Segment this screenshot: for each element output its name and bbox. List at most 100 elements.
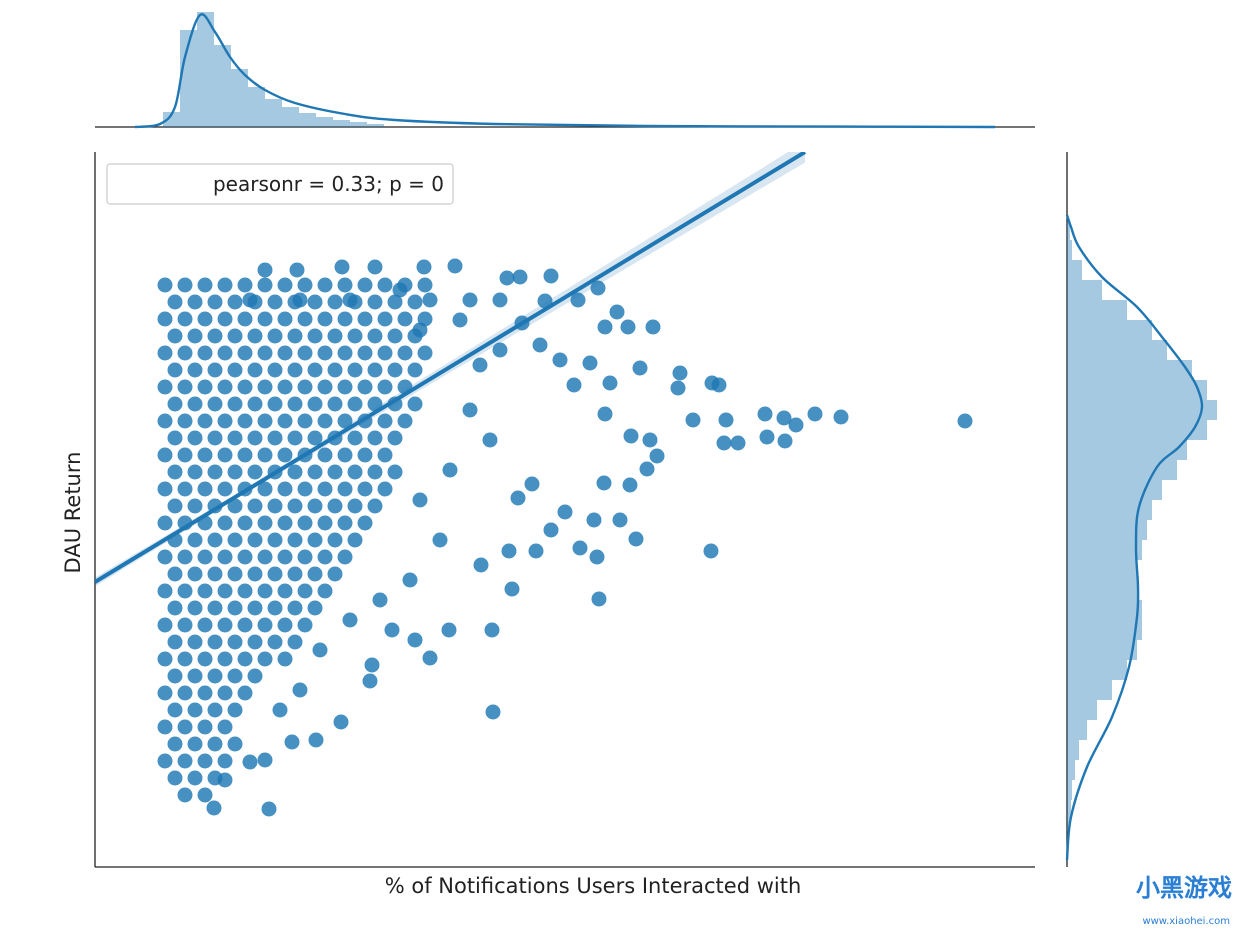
scatter-point: [297, 583, 313, 599]
scatter-point: [307, 328, 323, 344]
scatter-point: [267, 396, 283, 412]
scatter-point: [670, 380, 686, 396]
scatter-point: [167, 668, 183, 684]
histogram-bar: [248, 87, 265, 127]
scatter-point: [237, 345, 253, 361]
histogram-bar: [1067, 760, 1075, 780]
scatter-point: [570, 292, 586, 308]
scatter-point: [317, 481, 333, 497]
scatter-point: [473, 557, 489, 573]
scatter-point: [247, 668, 263, 684]
histogram-bar: [265, 99, 282, 127]
scatter-point: [327, 294, 343, 310]
scatter-point: [207, 362, 223, 378]
histogram-bar: [163, 112, 180, 127]
scatter-point: [387, 362, 403, 378]
scatter-point: [462, 292, 478, 308]
scatter-point: [247, 430, 263, 446]
scatter-point: [287, 464, 303, 480]
scatter-point: [237, 549, 253, 565]
scatter-point: [227, 600, 243, 616]
scatter-point: [833, 409, 849, 425]
histogram-bar: [1067, 720, 1087, 740]
scatter-point: [207, 396, 223, 412]
scatter-point: [372, 592, 388, 608]
scatter-point: [317, 277, 333, 293]
scatter-point: [157, 311, 173, 327]
scatter-point: [317, 345, 333, 361]
scatter-point: [407, 632, 423, 648]
scatter-point: [207, 600, 223, 616]
scatter-point: [227, 702, 243, 718]
scatter-point: [247, 498, 263, 514]
histogram-bar: [350, 122, 367, 127]
scatter-point: [167, 736, 183, 752]
scatter-point: [227, 294, 243, 310]
scatter-point: [342, 292, 358, 308]
scatter-point: [207, 566, 223, 582]
scatter-point: [397, 345, 413, 361]
scatter-point: [277, 447, 293, 463]
scatter-point: [167, 328, 183, 344]
scatter-point: [501, 543, 517, 559]
scatter-point: [157, 277, 173, 293]
scatter-point: [287, 430, 303, 446]
scatter-point: [337, 481, 353, 497]
scatter-point: [432, 532, 448, 548]
scatter-point: [397, 311, 413, 327]
scatter-point: [347, 328, 363, 344]
scatter-point: [227, 566, 243, 582]
scatter-point: [377, 277, 393, 293]
scatter-point: [537, 293, 553, 309]
histogram-bar: [1067, 400, 1217, 420]
scatter-point: [377, 481, 393, 497]
scatter-point: [277, 617, 293, 633]
scatter-point: [472, 357, 488, 373]
histogram-bar: [1067, 540, 1142, 560]
scatter-point: [377, 413, 393, 429]
scatter-point: [187, 362, 203, 378]
scatter-point: [237, 379, 253, 395]
scatter-point: [387, 328, 403, 344]
scatter-point: [492, 292, 508, 308]
scatter-point: [528, 543, 544, 559]
scatter-point: [407, 294, 423, 310]
histogram-bar: [1067, 320, 1152, 340]
scatter-point: [422, 292, 438, 308]
scatter-point: [217, 617, 233, 633]
scatter-point: [267, 498, 283, 514]
scatter-point: [207, 668, 223, 684]
scatter-point: [217, 311, 233, 327]
histogram-bar: [1067, 580, 1139, 600]
scatter-point: [217, 481, 233, 497]
scatter-point: [591, 591, 607, 607]
scatter-point: [277, 277, 293, 293]
scatter-point: [597, 319, 613, 335]
scatter-point: [157, 345, 173, 361]
scatter-point: [187, 396, 203, 412]
scatter-point: [227, 430, 243, 446]
scatter-point: [292, 292, 308, 308]
scatter-point: [307, 566, 323, 582]
scatter-point: [317, 311, 333, 327]
scatter-point: [422, 650, 438, 666]
scatter-point: [197, 719, 213, 735]
scatter-point: [227, 634, 243, 650]
scatter-point: [307, 498, 323, 514]
histogram-bar: [1067, 280, 1102, 300]
scatter-point: [237, 583, 253, 599]
scatter-point: [307, 464, 323, 480]
scatter-point: [277, 481, 293, 497]
scatter-point: [327, 532, 343, 548]
scatter-point: [227, 328, 243, 344]
scatter-point: [532, 337, 548, 353]
scatter-point: [227, 396, 243, 412]
scatter-point: [277, 583, 293, 599]
scatter-point: [317, 447, 333, 463]
histogram-bar: [1067, 440, 1187, 460]
scatter-point: [217, 345, 233, 361]
scatter-point: [492, 342, 508, 358]
scatter-point: [367, 328, 383, 344]
scatter-point: [412, 492, 428, 508]
scatter-point: [297, 311, 313, 327]
